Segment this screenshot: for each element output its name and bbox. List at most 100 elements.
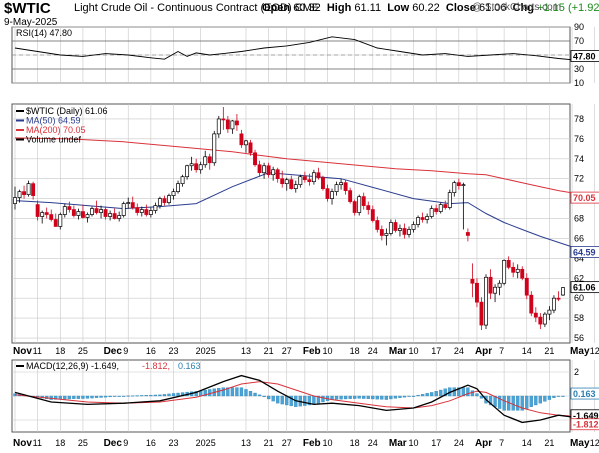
macd-histogram-bar [402, 395, 407, 398]
macd-histogram-bar [416, 394, 420, 397]
rsi-legend: RSI(14) 47.80 [16, 28, 72, 38]
candle [198, 164, 203, 171]
candle [465, 232, 470, 236]
macd-histogram-bar [117, 395, 121, 397]
candle [366, 205, 371, 210]
candle [524, 277, 529, 296]
candle [275, 169, 280, 180]
candle [35, 204, 40, 217]
x-tick-label: 18 [55, 346, 65, 356]
candle [511, 266, 516, 273]
x-tick-label: 12 [590, 346, 599, 356]
macd-histogram-bar [54, 395, 58, 400]
x-tick-label: 24 [454, 438, 464, 448]
macd-histogram-bar [162, 394, 167, 397]
macd-histogram-bar [103, 395, 108, 398]
x-tick-label: 24 [368, 438, 378, 448]
candle [339, 182, 344, 186]
macd-histogram-bar [339, 395, 343, 400]
candle [244, 140, 248, 146]
candle [520, 268, 525, 279]
price-panel-ytick-label: 76 [574, 134, 584, 144]
candle [470, 278, 475, 284]
candle [76, 211, 81, 216]
macd-histogram-bar [520, 395, 524, 411]
x-tick-label: 18 [55, 438, 65, 448]
macd-histogram-bar [276, 395, 280, 404]
macd-histogram-bar [321, 395, 325, 403]
macd-histogram-bar [511, 395, 515, 411]
macd-histogram-bar [457, 387, 461, 397]
price-panel-ytick-label: 60 [574, 293, 584, 303]
open-label: Open [262, 2, 291, 14]
candle [330, 191, 334, 199]
macd-histogram-bar [561, 395, 565, 397]
candle [171, 191, 176, 196]
histogram-legend: 0.163 [178, 361, 201, 371]
candle [398, 228, 402, 231]
macd-histogram-bar [81, 395, 85, 399]
macd-histogram-bar [208, 389, 212, 397]
macd-histogram-bar [425, 393, 429, 397]
x-tick-label: 14 [522, 438, 532, 448]
candle [370, 209, 375, 221]
candle [434, 208, 439, 212]
histogram-last-value: 0.163 [573, 389, 596, 399]
x-tick-label: Nov [13, 438, 32, 449]
candle [429, 208, 434, 217]
candle [248, 142, 253, 154]
macd-histogram-bar [439, 389, 443, 397]
macd-histogram-bar [131, 395, 135, 397]
x-tick-label: Dec [104, 438, 123, 449]
macd-histogram-bar [235, 387, 239, 397]
candle [493, 286, 498, 294]
x-tick-label: 16 [146, 346, 156, 356]
macd-histogram-bar [552, 395, 556, 398]
x-tick-label: 14 [522, 346, 532, 356]
macd-histogram-bar [366, 395, 370, 399]
candle [443, 204, 448, 208]
macd-histogram-bar [239, 387, 244, 397]
candle [420, 217, 425, 220]
macd-histogram-bar [411, 395, 416, 397]
candle [284, 179, 289, 185]
candle [216, 118, 221, 135]
macd-histogram-bar [466, 387, 470, 397]
candle [561, 287, 565, 296]
x-tick-label: 21 [544, 438, 554, 448]
description-text: Light Crude Oil - Continuous Contract (E… [74, 2, 292, 14]
candle [17, 191, 22, 198]
macd-histogram-bar [348, 395, 352, 399]
x-tick-label: 10 [322, 438, 332, 448]
candle [108, 213, 113, 217]
candle [234, 120, 239, 126]
candle [447, 192, 452, 208]
rsi-last-value: 47.80 [573, 52, 596, 62]
ma200-legend: MA(200) 70.05 [26, 125, 86, 135]
close-last-value-box [570, 281, 599, 294]
macd-histogram-bar [547, 395, 552, 400]
candle [139, 209, 144, 213]
macd-histogram-bar [99, 395, 103, 398]
ma50-last-value-box [570, 246, 599, 258]
macd-histogram-bar [516, 395, 520, 411]
candle [40, 212, 45, 217]
macd-histogram-bar [108, 395, 112, 398]
macd-histogram-bar [221, 387, 225, 397]
x-tick-label: 2025 [196, 438, 216, 448]
macd-histogram-bar [538, 395, 543, 404]
price-panel-ytick-label: 56 [574, 333, 584, 343]
macd-histogram-bar [280, 395, 284, 405]
macd-histogram-bar [434, 391, 438, 397]
candle [402, 228, 407, 235]
macd-histogram-bar [312, 395, 316, 405]
price-panel-ytick-label: 78 [574, 114, 584, 124]
macd-histogram-bar [384, 395, 389, 400]
candle [230, 120, 235, 130]
candle [343, 182, 348, 191]
x-tick-label: 18 [350, 346, 360, 356]
candle [239, 133, 244, 146]
macd-histogram-bar [502, 395, 506, 411]
macd-histogram-bar [289, 395, 293, 407]
